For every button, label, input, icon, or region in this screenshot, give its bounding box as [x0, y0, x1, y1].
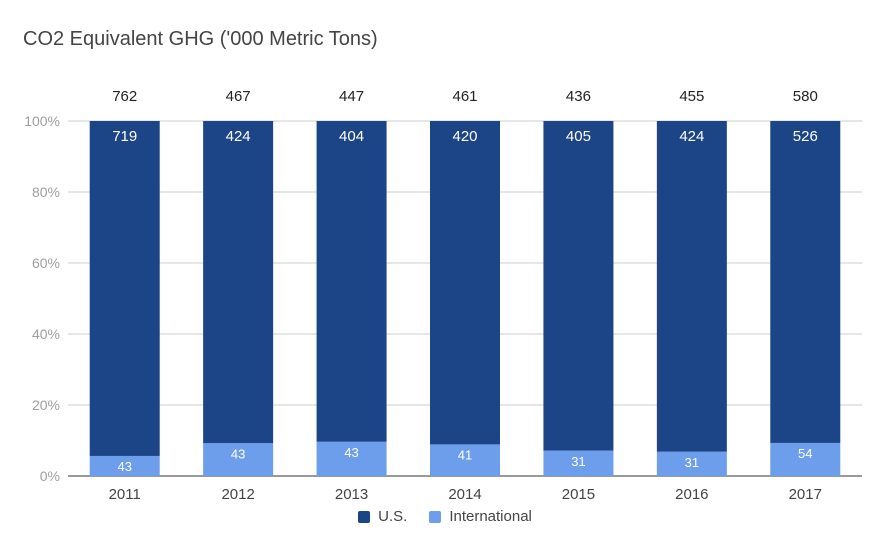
data-label-us: 405 [566, 128, 591, 145]
bar-us-2017 [770, 121, 841, 443]
data-label-international: 54 [798, 446, 812, 461]
legend-swatch-international [429, 510, 442, 523]
total-label: 580 [793, 88, 818, 105]
x-tick-label: 2015 [562, 486, 595, 503]
data-label-international: 41 [458, 447, 472, 462]
bar-us-2012 [203, 121, 274, 444]
bar-international-2011 [89, 455, 160, 476]
bar-international-2014 [430, 444, 500, 476]
data-label-us: 424 [679, 128, 704, 145]
bar-international-2015 [543, 450, 614, 476]
bar-us-2011 [89, 121, 160, 456]
bar-international-2013 [316, 441, 387, 476]
data-label-us: 424 [226, 128, 251, 145]
chart-title: CO2 Equivalent GHG ('000 Metric Tons) [23, 28, 378, 50]
data-label-international: 43 [117, 459, 131, 474]
bar-us-2015 [543, 121, 614, 451]
bar-us-2014 [430, 121, 500, 445]
total-label: 436 [566, 88, 591, 105]
total-label: 467 [226, 88, 251, 105]
data-label-us: 719 [112, 128, 137, 145]
x-tick-label: 2016 [675, 486, 708, 503]
data-label-us: 404 [339, 128, 364, 145]
y-tick-label: 80% [32, 184, 60, 200]
x-tick-label: 2012 [221, 486, 254, 503]
x-tick-label: 2017 [789, 486, 822, 503]
data-label-international: 43 [231, 446, 245, 461]
x-tick-label: 2014 [448, 486, 481, 503]
y-tick-label: 20% [32, 397, 60, 413]
bar-us-2013 [316, 121, 387, 442]
legend: U.S. International [0, 508, 890, 525]
y-tick-label: 40% [32, 326, 60, 342]
legend-label-us: U.S. [378, 508, 408, 525]
data-label-international: 31 [685, 455, 699, 470]
bar-international-2016 [656, 451, 727, 476]
legend-swatch-us [358, 510, 371, 523]
y-axis-ticks: 0% 20% 40% 60% 80% 100% [24, 113, 60, 484]
bar-international-2012 [203, 443, 274, 476]
data-label-us: 526 [793, 128, 818, 145]
data-label-us: 420 [452, 128, 477, 145]
x-tick-label: 2011 [109, 486, 141, 503]
total-label: 762 [112, 88, 137, 105]
total-label: 461 [452, 88, 477, 105]
total-label: 455 [679, 88, 704, 105]
y-tick-label: 0% [40, 468, 60, 484]
data-labels: 719 43 762 424 43 467 404 43 447 420 41 461 405 31 436… [112, 88, 818, 474]
legend-label-international: International [449, 508, 532, 525]
x-axis-ticks: 2011 2012 2013 2014 2015 2016 2017 [109, 486, 822, 503]
y-tick-label: 100% [24, 113, 60, 129]
data-label-international: 31 [571, 454, 585, 469]
data-label-international: 43 [344, 445, 358, 460]
y-tick-label: 60% [32, 255, 60, 271]
bar-us-2016 [656, 121, 727, 452]
legend-item-international[interactable]: International [429, 508, 532, 525]
x-tick-label: 2013 [335, 486, 368, 503]
total-label: 447 [339, 88, 364, 105]
legend-item-us[interactable]: U.S. [358, 508, 407, 525]
bar-international-2017 [770, 442, 841, 476]
bars [89, 121, 841, 476]
